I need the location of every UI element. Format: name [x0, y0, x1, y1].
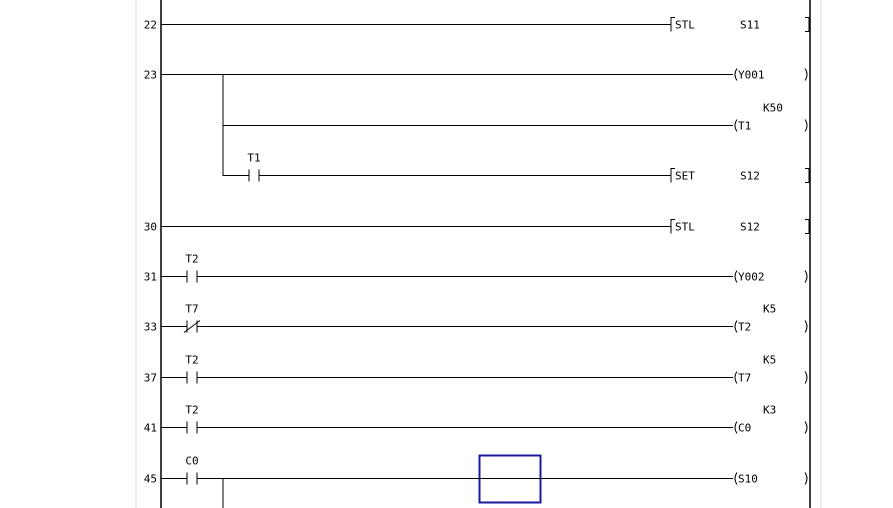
- coil-device: T1: [738, 120, 751, 133]
- coil-right-icon: [804, 119, 808, 132]
- coil-device: T2: [738, 321, 751, 334]
- coil-right-icon: [804, 371, 808, 384]
- instruction-operand: S11: [740, 19, 760, 32]
- step-number: 37: [144, 372, 157, 385]
- coil-device: S10: [738, 473, 758, 486]
- coil-setting: K3: [763, 404, 776, 417]
- coil-left-icon: [734, 472, 738, 485]
- coil-right-icon: [804, 472, 808, 485]
- step-number: 23: [144, 69, 157, 82]
- coil-right-icon: [804, 320, 808, 333]
- coil-device: T7: [738, 372, 751, 385]
- coil-setting: K5: [763, 303, 776, 316]
- step-number: 33: [144, 321, 157, 334]
- contact-label: T7: [185, 303, 198, 316]
- step-number: 30: [144, 221, 157, 234]
- coil-right-icon: [804, 68, 808, 81]
- instruction-op: SET: [675, 170, 695, 183]
- coil-left-icon: [734, 270, 738, 283]
- nc-contact-slash: [183, 320, 201, 333]
- coil-left-icon: [734, 421, 738, 434]
- coil-left-icon: [734, 320, 738, 333]
- instruction-bracket-left: [670, 17, 675, 32]
- contact-label: T2: [185, 253, 198, 266]
- step-number: 45: [144, 473, 157, 486]
- instruction-operand: S12: [740, 170, 760, 183]
- instruction-bracket-left: [670, 219, 675, 234]
- instruction-bracket-right: [805, 168, 810, 183]
- contact-label: T2: [185, 404, 198, 417]
- instruction-op: STL: [675, 19, 695, 32]
- step-number: 41: [144, 422, 157, 435]
- step-number: 22: [144, 19, 157, 32]
- contact-label: T2: [185, 354, 198, 367]
- coil-left-icon: [734, 119, 738, 132]
- instruction-op: STL: [675, 221, 695, 234]
- coil-right-icon: [804, 270, 808, 283]
- instruction-bracket-left: [670, 168, 675, 183]
- coil-device: Y002: [738, 271, 765, 284]
- coil-device: C0: [738, 422, 751, 435]
- coil-right-icon: [804, 421, 808, 434]
- contact-label: T1: [247, 152, 260, 165]
- coil-setting: K5: [763, 354, 776, 367]
- coil-left-icon: [734, 371, 738, 384]
- contact-label: C0: [185, 455, 198, 468]
- instruction-operand: S12: [740, 221, 760, 234]
- instruction-bracket-right: [805, 219, 810, 234]
- step-number: 31: [144, 271, 157, 284]
- coil-left-icon: [734, 68, 738, 81]
- instruction-bracket-right: [805, 17, 810, 32]
- coil-device: Y001: [738, 69, 765, 82]
- coil-setting: K50: [763, 102, 783, 115]
